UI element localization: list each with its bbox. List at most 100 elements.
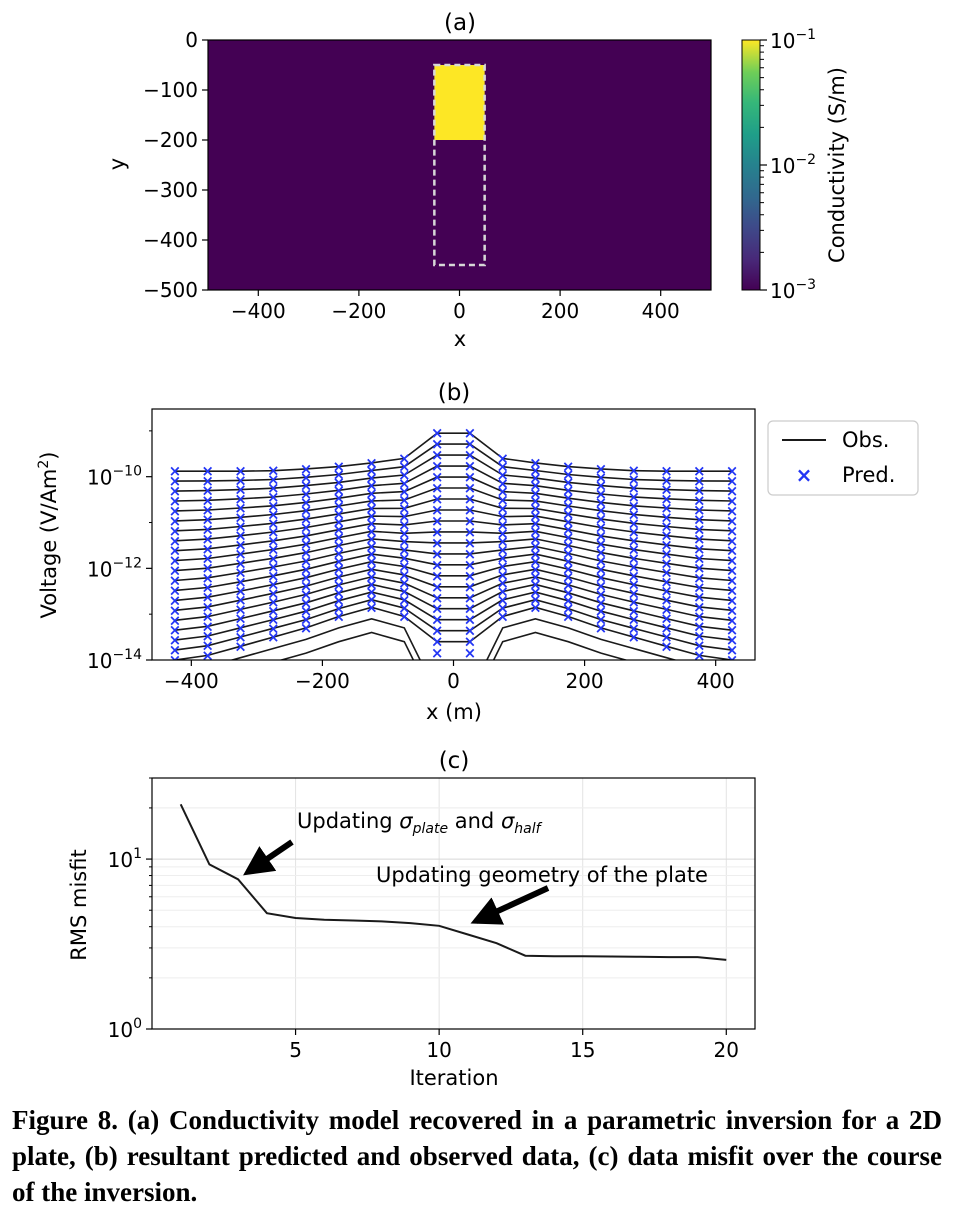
predicted-point: × [660,499,673,517]
predicted-point: × [267,576,280,594]
panel-a-axes: −400 −200 0 200 400 0 −100 −200 −300 −400 −500 [143,28,680,323]
predicted-point: × [529,545,542,563]
predicted-point: × [333,489,346,507]
predicted-point: × [398,599,411,617]
predicted-point: × [595,535,608,553]
predicted-point: × [365,583,378,601]
predicted-point: × [496,491,509,509]
predicted-point: × [365,515,378,533]
predicted-point: × [431,567,444,585]
predicted-point: × [398,591,411,609]
predicted-point: × [464,501,477,519]
predicted-point: × [693,559,706,577]
predicted-point: × [267,470,280,488]
observed-line [174,598,733,651]
predicted-point: × [267,619,280,637]
predicted-point: × [300,585,313,603]
predicted-point: × [300,485,313,503]
predicted-point: × [201,511,214,529]
predicted-point: × [496,549,509,567]
predicted-point: × [496,466,509,484]
panel-a-ylabel: y [105,158,129,170]
predicted-point: × [365,522,378,540]
conductive-plate [434,65,485,140]
predicted-point: × [529,591,542,609]
predicted-point: × [496,524,509,542]
predicted-point: × [464,457,477,475]
predicted-point: × [201,579,214,597]
predicted-point: × [464,622,477,640]
predicted-point: × [169,532,182,550]
panel-c-title: (c) [439,748,470,774]
panel-a-xlabel: x [454,327,466,351]
panel-a: (a) −400 −200 0 200 400 0 −100 −200 −300 −400 −500… [105,10,849,351]
predicted-point: × [333,481,346,499]
predicted-point: × [234,490,247,508]
predicted-point: × [431,622,444,640]
predicted-point: × [693,598,706,616]
predicted-point: × [464,611,477,629]
predicted-point: × [693,462,706,480]
y-tick-label: 101 [108,846,142,872]
annotation-arrow-2 [470,885,550,925]
predicted-point: × [660,628,673,646]
predicted-point: × [365,500,378,518]
predicted-point: × [169,601,182,619]
predicted-point: × [693,627,706,645]
predicted-point: × [169,562,182,580]
x-tick-label: 200 [565,669,603,693]
panel-b-ylabel: Voltage (V/Am2) [36,451,61,618]
predicted-point: × [562,600,575,618]
predicted-point: × [562,497,575,515]
predicted-point: × [562,489,575,507]
predicted-point: × [529,515,542,533]
observed-line [174,487,733,522]
predicted-point: × [431,457,444,475]
predicted-point: × [333,497,346,515]
predicted-point: × [267,549,280,567]
y-tick-label: −500 [143,278,198,302]
predicted-point: × [693,482,706,500]
predicted-point: × [693,579,706,597]
predicted-point: × [267,567,280,585]
predicted-point: × [464,644,477,662]
x-tick-label: 20 [714,1038,739,1062]
predicted-point: × [496,607,509,625]
colorbar [741,39,761,291]
predicted-point: × [529,568,542,586]
predicted-point: × [627,462,640,480]
misfit-line [179,803,727,961]
observed-line [174,520,733,552]
predicted-point: × [431,589,444,607]
predicted-point: × [431,468,444,486]
predicted-point: × [496,583,509,601]
predicted-point: × [595,460,608,478]
predicted-point: × [627,541,640,559]
legend-pred-marker: × [796,463,813,487]
y-tick-label: −100 [143,78,198,102]
predicted-point: × [562,465,575,483]
predicted-point: × [267,593,280,611]
predicted-point: × [333,473,346,491]
predicted-point: × [627,523,640,541]
predicted-point: × [496,533,509,551]
panel-c-xlabel: Iteration [409,1066,498,1090]
observed-line [174,576,733,622]
predicted-point: × [267,584,280,602]
panel-c: (c) 5 10 15 20 101 100 Iteration RMS misfit U… [67,748,756,1090]
predicted-point: × [300,577,313,595]
predicted-point: × [726,621,739,639]
predicted-point: × [365,507,378,525]
predicted-point: × [464,556,477,574]
predicted-point: × [201,530,214,548]
predicted-point: × [627,576,640,594]
predicted-point: × [464,534,477,552]
y-tick-label: 10−10 [87,464,142,490]
predicted-point: × [529,507,542,525]
x-tick-label: 10 [426,1038,451,1062]
predicted-point: × [267,602,280,620]
predicted-point: × [627,602,640,620]
predicted-point: × [333,576,346,594]
predicted-point: × [201,501,214,519]
x-tick-label: −400 [164,669,219,693]
